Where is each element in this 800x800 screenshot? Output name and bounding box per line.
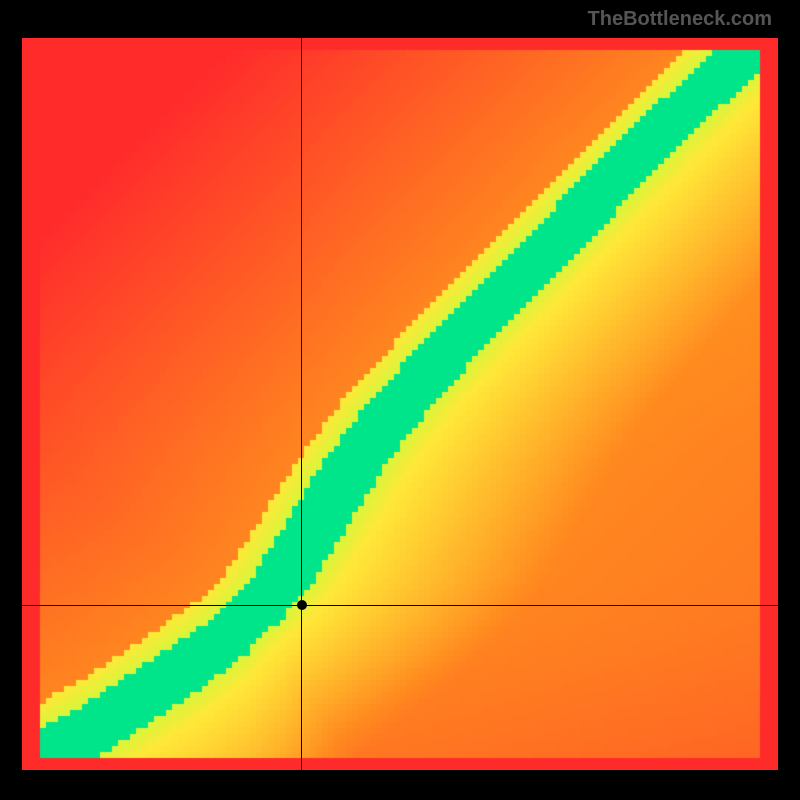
crosshair-vertical <box>301 38 303 770</box>
watermark-text: TheBottleneck.com <box>588 8 772 31</box>
crosshair-horizontal <box>22 605 778 607</box>
crosshair-marker[interactable] <box>297 600 307 610</box>
heatmap-canvas <box>22 38 778 770</box>
bottleneck-heatmap <box>22 38 778 770</box>
